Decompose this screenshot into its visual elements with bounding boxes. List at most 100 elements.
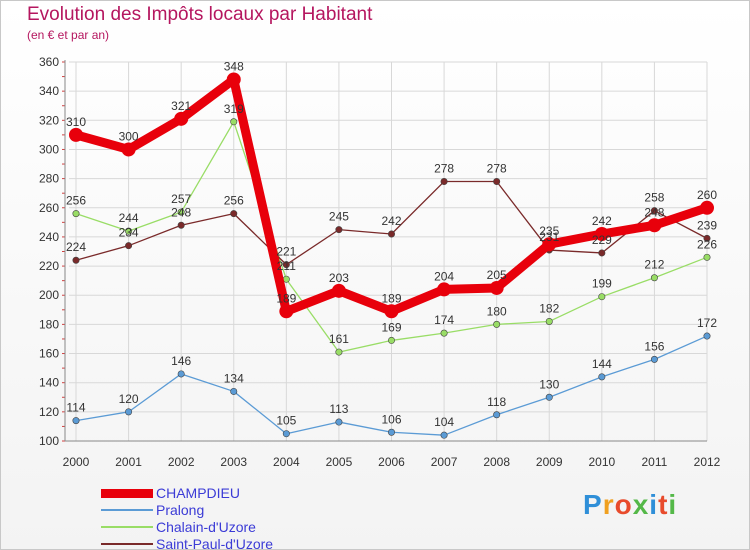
data-label: 319: [224, 102, 244, 116]
data-label: 130: [539, 377, 559, 391]
data-label: 234: [119, 226, 139, 240]
y-tick-label-180: 180: [39, 317, 59, 331]
logo-letter: i: [668, 489, 678, 520]
data-point: [125, 227, 133, 235]
data-point: [279, 304, 294, 319]
series-pralong: [72, 332, 711, 439]
y-tick-label-100: 100: [39, 434, 59, 448]
data-label: 172: [697, 316, 717, 330]
data-point: [598, 293, 606, 301]
data-label: 300: [119, 129, 139, 143]
data-point: [121, 142, 136, 157]
y-tick-label-160: 160: [39, 347, 59, 361]
data-label: 204: [434, 269, 454, 283]
data-label: 156: [644, 339, 664, 353]
data-label: 144: [592, 357, 612, 371]
data-point: [493, 178, 501, 186]
data-label: 242: [592, 214, 612, 228]
data-point: [598, 373, 606, 381]
data-point: [177, 208, 185, 216]
data-label: 169: [381, 320, 401, 334]
data-point: [598, 249, 606, 257]
x-tick-label-2010: 2010: [588, 455, 615, 469]
x-tick-label-2004: 2004: [273, 455, 300, 469]
data-label: 211: [277, 259, 296, 273]
legend-label: Saint-Paul-d'Uzore: [156, 536, 274, 550]
data-point: [331, 283, 346, 298]
legend-label: CHAMPDIEU: [156, 485, 241, 501]
data-point: [335, 348, 343, 356]
data-point: [226, 72, 241, 87]
data-point: [700, 200, 714, 215]
logo-letter: x: [632, 489, 650, 520]
legend-swatch: [101, 509, 153, 511]
data-point: [387, 336, 395, 344]
data-label: 174: [434, 313, 454, 327]
data-label: 321: [171, 99, 191, 113]
chart-subtitle: (en € et par an): [27, 28, 110, 42]
data-label: 203: [329, 271, 349, 285]
data-point: [489, 280, 504, 295]
x-tick-label-2005: 2005: [326, 455, 353, 469]
data-point: [650, 355, 658, 363]
data-label: 348: [224, 59, 244, 73]
data-point: [650, 274, 658, 282]
x-tick-label-2012: 2012: [694, 455, 721, 469]
series-chalain-d-uzore: [72, 118, 711, 356]
data-point: [650, 207, 658, 215]
y-tick-label-140: 140: [39, 376, 59, 390]
proxiti-logo: Proxiti: [583, 489, 677, 521]
data-label: 189: [381, 291, 401, 305]
data-point: [545, 317, 553, 325]
data-label: 180: [487, 304, 507, 318]
data-label: 118: [487, 395, 506, 409]
data-label: 278: [434, 162, 454, 176]
x-tick-label-2008: 2008: [483, 455, 510, 469]
data-label: 239: [697, 218, 717, 232]
data-point: [440, 329, 448, 337]
logo-letter: t: [658, 489, 669, 520]
y-tick-label-240: 240: [39, 230, 59, 244]
data-label: 134: [224, 371, 244, 385]
logo-letter: i: [649, 489, 659, 520]
data-point: [387, 428, 395, 436]
y-tick-label-320: 320: [39, 113, 59, 127]
data-label: 235: [539, 224, 559, 238]
data-label: 257: [171, 192, 191, 206]
data-point: [174, 111, 189, 126]
y-tick-label-340: 340: [39, 84, 59, 98]
data-point: [545, 393, 553, 401]
data-point: [493, 411, 501, 419]
data-point: [335, 418, 343, 426]
data-point: [703, 332, 711, 340]
data-label: 113: [329, 402, 348, 416]
data-point: [177, 221, 185, 229]
data-label: 242: [381, 214, 401, 228]
data-label: 278: [487, 162, 507, 176]
data-point: [230, 118, 238, 126]
data-point: [647, 218, 662, 233]
data-label: 189: [276, 291, 296, 305]
x-tick-label-2000: 2000: [63, 455, 90, 469]
data-label: 106: [381, 412, 401, 426]
data-point: [72, 417, 80, 425]
y-tick-label-200: 200: [39, 288, 59, 302]
data-label: 105: [276, 414, 296, 428]
data-label: 146: [171, 354, 191, 368]
x-tick-label-2011: 2011: [642, 455, 668, 469]
x-tick-label-2003: 2003: [220, 455, 247, 469]
x-tick-label-2006: 2006: [378, 455, 405, 469]
data-point: [440, 178, 448, 186]
data-label: 199: [592, 277, 612, 291]
series-saint-paul-d-uzore: [72, 178, 711, 269]
x-tick-label-2009: 2009: [536, 455, 563, 469]
data-label: 205: [487, 268, 507, 282]
data-point: [703, 253, 711, 261]
data-label: 248: [171, 205, 191, 219]
data-point: [230, 210, 238, 218]
data-point: [177, 370, 185, 378]
data-label: 231: [539, 230, 559, 244]
legend-label: Pralong: [156, 502, 205, 518]
